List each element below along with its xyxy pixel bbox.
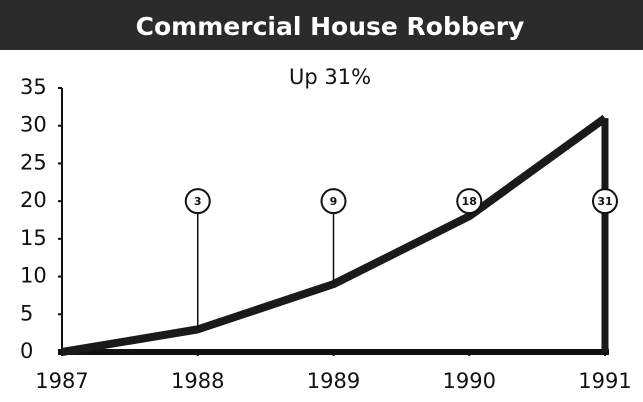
data-label: 3 [194, 195, 202, 208]
chart-title: Commercial House Robbery [136, 12, 525, 41]
x-tick-label: 1990 [443, 369, 496, 393]
y-tick-label: 15 [20, 226, 47, 250]
y-tick-label: 25 [20, 150, 47, 174]
x-tick-label: 1991 [578, 369, 631, 393]
data-label: 9 [330, 195, 338, 208]
y-tick-label: 20 [20, 188, 47, 212]
x-tick-label: 1989 [307, 369, 360, 393]
callout-circle [320, 188, 347, 215]
chart-subtitle: Up 31% [289, 65, 371, 89]
y-tick-label: 35 [20, 75, 47, 99]
callout-circle [592, 188, 618, 215]
x-tick-label: 1988 [171, 369, 224, 393]
title-bar [0, 0, 643, 50]
x-tick-label: 1987 [35, 369, 88, 393]
y-tick-label: 30 [20, 113, 47, 137]
data-label: 18 [462, 195, 477, 208]
callout-circle [456, 188, 483, 215]
y-tick-label: 0 [20, 339, 33, 363]
y-tick-label: 5 [20, 301, 33, 325]
data-label: 31 [597, 195, 612, 208]
y-tick-label: 10 [20, 264, 47, 288]
callout-circle [184, 188, 211, 215]
